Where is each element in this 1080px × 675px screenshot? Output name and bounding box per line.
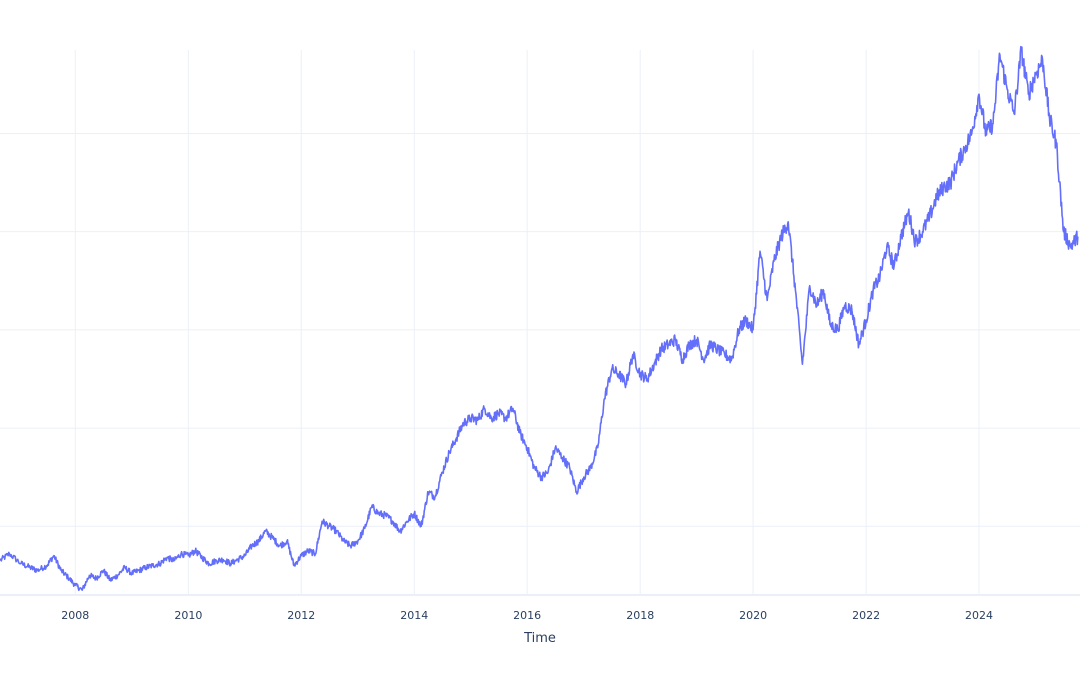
x-axis-title: Time — [523, 631, 556, 646]
x-tick-label: 2024 — [965, 609, 993, 622]
x-gridlines — [74, 50, 980, 595]
x-tick-label: 2014 — [400, 609, 428, 622]
x-tick-label: 2016 — [513, 609, 541, 622]
y-gridlines — [0, 132, 1080, 596]
x-tick-label: 2008 — [61, 609, 89, 622]
x-tick-label: 2018 — [626, 609, 654, 622]
x-tick-label: 2012 — [287, 609, 315, 622]
x-tick-label: 2022 — [852, 609, 880, 622]
x-tick-labels: 2008 2010 2012 2014 2016 2018 2020 2022 2024 — [61, 609, 993, 622]
x-tick-label: 2010 — [174, 609, 202, 622]
series-line — [0, 45, 1079, 592]
series-layer — [0, 45, 1079, 592]
x-tick-label: 2020 — [739, 609, 767, 622]
